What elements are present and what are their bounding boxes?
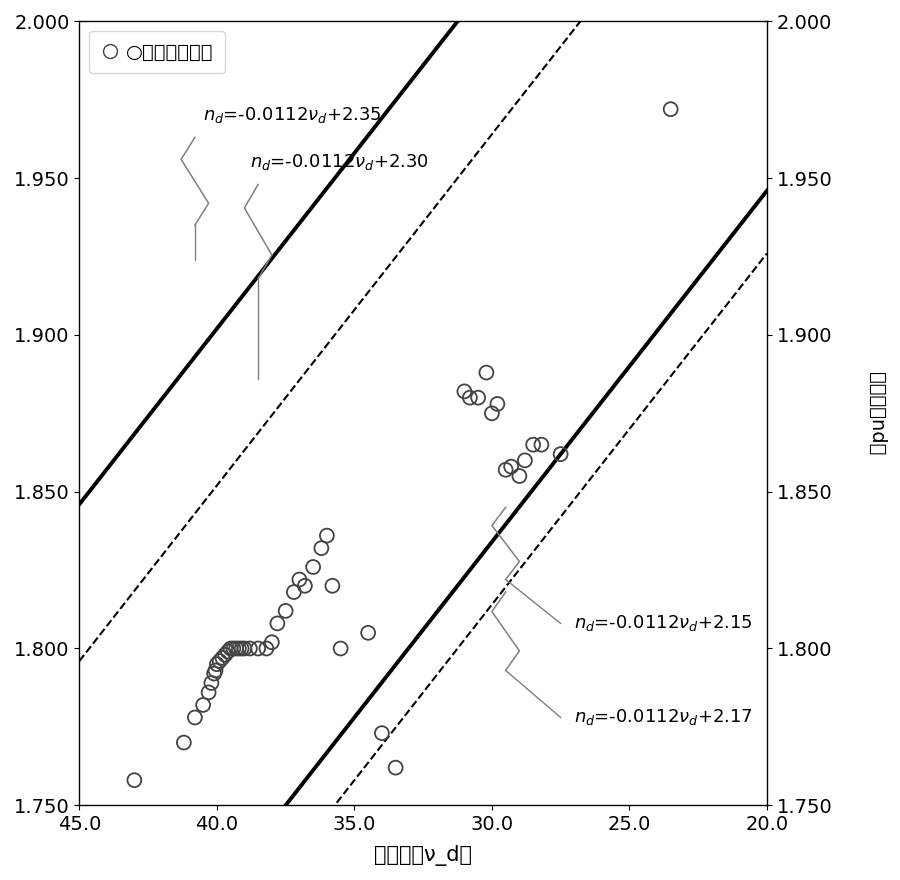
Point: [259, 642, 274, 656]
Point: [218, 648, 232, 662]
Point: [526, 437, 540, 451]
Point: [512, 469, 526, 483]
Point: [389, 760, 403, 774]
Legend: ○本申请实施例: ○本申请实施例: [89, 31, 225, 73]
Point: [479, 365, 493, 379]
Point: [196, 698, 211, 712]
Point: [208, 664, 222, 678]
Point: [504, 459, 518, 473]
Y-axis label: 折射率（nd）: 折射率（nd）: [867, 371, 886, 455]
Point: [223, 642, 238, 656]
Point: [215, 651, 230, 665]
X-axis label: 阿贝数（ν_d）: 阿贝数（ν_d）: [374, 845, 472, 866]
Point: [202, 686, 216, 700]
Point: [535, 437, 549, 451]
Point: [238, 642, 252, 656]
Point: [243, 642, 257, 656]
Point: [176, 736, 191, 750]
Text: $n_d$=-0.0112$\nu_d$+2.30: $n_d$=-0.0112$\nu_d$+2.30: [250, 152, 428, 172]
Point: [471, 391, 485, 405]
Point: [212, 654, 227, 668]
Point: [463, 391, 477, 405]
Point: [485, 407, 500, 421]
Point: [231, 642, 246, 656]
Point: [265, 635, 279, 649]
Point: [204, 676, 219, 690]
Point: [287, 585, 302, 599]
Point: [554, 447, 568, 461]
Point: [374, 726, 389, 740]
Point: [491, 397, 505, 411]
Point: [361, 626, 375, 640]
Point: [234, 642, 248, 656]
Point: [298, 579, 312, 593]
Point: [306, 560, 320, 574]
Point: [320, 529, 334, 543]
Point: [220, 644, 235, 658]
Point: [226, 642, 240, 656]
Point: [292, 573, 307, 587]
Point: [251, 642, 266, 656]
Point: [229, 642, 243, 656]
Point: [210, 657, 224, 671]
Text: $n_d$=-0.0112$\nu_d$+2.17: $n_d$=-0.0112$\nu_d$+2.17: [574, 708, 753, 728]
Point: [314, 541, 328, 555]
Point: [207, 666, 221, 680]
Point: [127, 774, 141, 788]
Point: [278, 604, 293, 618]
Point: [333, 642, 347, 656]
Point: [270, 616, 284, 630]
Text: $n_d$=-0.0112$\nu_d$+2.35: $n_d$=-0.0112$\nu_d$+2.35: [203, 106, 382, 126]
Point: [663, 102, 678, 116]
Point: [188, 710, 202, 724]
Text: $n_d$=-0.0112$\nu_d$+2.15: $n_d$=-0.0112$\nu_d$+2.15: [574, 613, 753, 634]
Point: [518, 453, 532, 467]
Point: [499, 463, 513, 477]
Point: [325, 579, 339, 593]
Point: [457, 385, 472, 399]
